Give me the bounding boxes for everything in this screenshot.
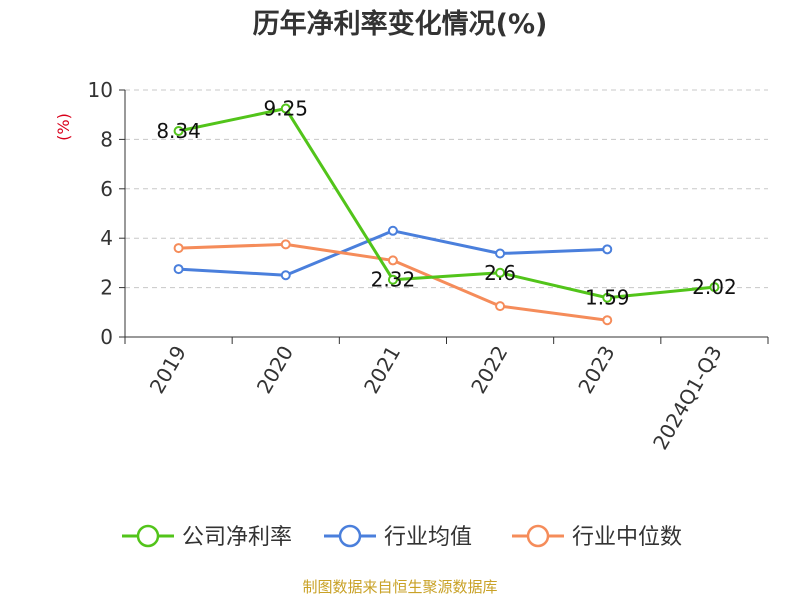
legend-marker-0 (136, 524, 160, 548)
data-point-公司净利率-0 (173, 126, 184, 137)
data-label-5: 2.02 (692, 275, 737, 299)
x-tick-label-2024Q1-Q3: 2024Q1-Q3 (648, 342, 727, 454)
legend-item-公司净利率[interactable]: 公司净利率 (122, 524, 292, 550)
series-group (173, 103, 720, 326)
data-point-行业均值-1 (280, 270, 291, 281)
x-tick-label-2023: 2023 (573, 342, 619, 398)
series-公司净利率 (173, 103, 720, 303)
y-tick-label-6: 6 (100, 177, 113, 201)
data-point-行业中位数-1 (280, 239, 291, 250)
series-行业中位数 (173, 239, 613, 326)
data-label-2: 2.32 (371, 268, 416, 292)
legend-label-2: 行业中位数 (572, 525, 682, 550)
data-point-行业中位数-2 (387, 255, 398, 266)
data-point-公司净利率-3 (495, 267, 506, 278)
data-point-公司净利率-1 (280, 103, 291, 114)
data-point-行业均值-0 (173, 264, 184, 275)
y-axis-label: (%) (54, 113, 73, 141)
data-point-公司净利率-5 (709, 282, 720, 293)
data-point-行业中位数-0 (173, 243, 184, 254)
legend-marker-2 (526, 524, 550, 548)
data-label-0: 8.34 (156, 119, 201, 143)
legend-label-0: 公司净利率 (182, 525, 292, 550)
chart-title: 历年净利率变化情况(%) (253, 8, 548, 40)
y-tick-label-2: 2 (100, 276, 113, 300)
x-tick-label-2021: 2021 (359, 342, 405, 398)
x-tick-label-2019: 2019 (145, 342, 191, 398)
data-point-公司净利率-4 (602, 292, 613, 303)
data-point-公司净利率-2 (387, 274, 398, 285)
legend-item-行业中位数[interactable]: 行业中位数 (512, 524, 682, 550)
y-tick-label-4: 4 (100, 226, 113, 250)
y-tick-label-10: 10 (88, 78, 113, 102)
series-line-公司净利率 (178, 107, 715, 300)
data-label-4: 1.59 (585, 286, 630, 310)
data-labels: 8.34 9.25 2.32 2.6 1.59 2.02 (156, 97, 736, 310)
data-point-行业均值-3 (495, 248, 506, 259)
data-label-1: 9.25 (263, 97, 308, 121)
legend-marker-1 (338, 524, 362, 548)
y-tick-label-8: 8 (100, 127, 113, 151)
x-tick-label-2022: 2022 (466, 342, 512, 398)
x-tick-label-2020: 2020 (252, 342, 298, 398)
source-note: 制图数据来自恒生聚源数据库 (302, 578, 497, 596)
series-行业均值 (173, 225, 613, 281)
data-label-3: 2.6 (484, 261, 516, 285)
legend: 公司净利率 行业均值 行业中位数 (122, 524, 682, 550)
grid-lines (125, 89, 768, 289)
data-point-行业中位数-4 (602, 315, 613, 326)
legend-label-1: 行业均值 (384, 525, 472, 550)
data-point-行业均值-2 (387, 225, 398, 236)
data-point-行业中位数-3 (495, 301, 506, 312)
legend-item-行业均值[interactable]: 行业均值 (324, 524, 472, 550)
data-point-行业均值-4 (602, 244, 613, 255)
y-tick-label-0: 0 (100, 325, 113, 349)
